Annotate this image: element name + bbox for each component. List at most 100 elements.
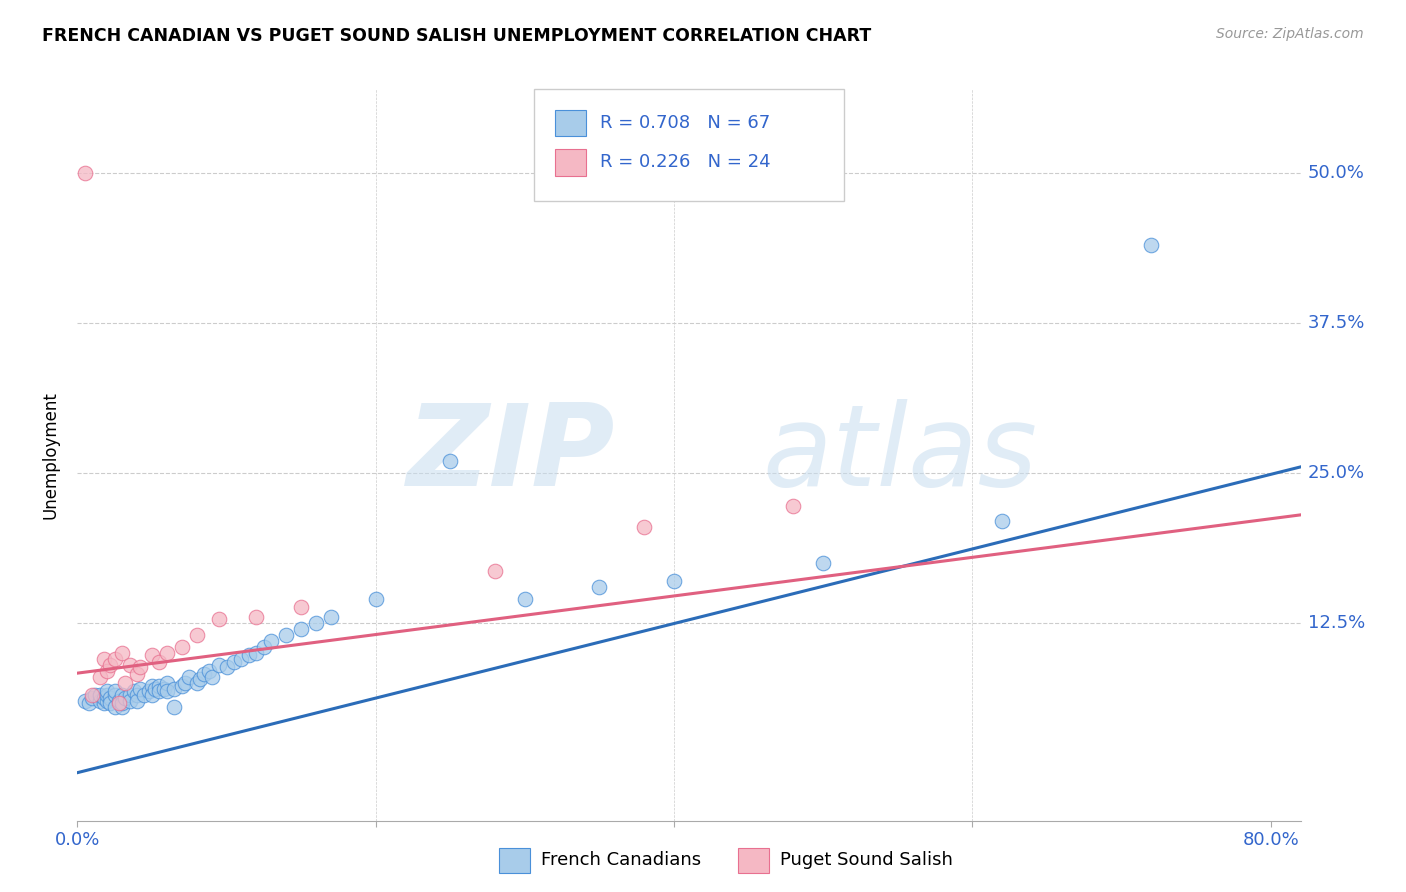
Point [125, 667, 148, 681]
Point [134, 688, 156, 702]
Point [93, 652, 115, 666]
Point [96, 684, 118, 698]
Text: atlas: atlas [762, 400, 1038, 510]
Point [108, 694, 131, 708]
Point [108, 696, 131, 710]
Point [811, 556, 834, 570]
Point [114, 675, 136, 690]
Point [633, 520, 655, 534]
Point [96, 688, 118, 702]
Point [163, 681, 186, 696]
Point [141, 648, 163, 662]
Point [305, 615, 328, 630]
Point [364, 591, 387, 606]
Point [197, 664, 219, 678]
Point [104, 688, 127, 702]
Text: 25.0%: 25.0% [1308, 464, 1365, 482]
Point [170, 679, 193, 693]
Point [1140, 238, 1163, 252]
Y-axis label: Unemployment: Unemployment [41, 391, 59, 519]
Point [782, 500, 804, 514]
Point [141, 679, 163, 693]
Point [96, 694, 118, 708]
Point [163, 699, 186, 714]
Point [484, 564, 506, 578]
Point [662, 574, 685, 588]
Point [125, 688, 148, 702]
Point [82, 688, 104, 702]
Point [111, 699, 134, 714]
Point [93, 696, 115, 710]
Point [118, 688, 141, 702]
Point [114, 691, 136, 706]
Point [89, 688, 111, 702]
Point [222, 656, 245, 670]
Point [513, 591, 536, 606]
Point [193, 667, 215, 681]
Point [104, 699, 127, 714]
Point [77, 696, 100, 710]
Text: 50.0%: 50.0% [1308, 164, 1364, 182]
Text: French Canadians: French Canadians [541, 851, 702, 869]
Point [290, 622, 312, 636]
Point [89, 694, 111, 708]
Point [118, 657, 141, 672]
Point [138, 684, 160, 698]
Point [173, 675, 195, 690]
Point [179, 670, 201, 684]
Point [98, 691, 121, 706]
Point [111, 696, 134, 710]
Text: 12.5%: 12.5% [1308, 614, 1365, 632]
Point [104, 684, 127, 698]
Text: Source: ZipAtlas.com: Source: ZipAtlas.com [1216, 27, 1364, 41]
Point [129, 681, 152, 696]
Point [111, 688, 134, 702]
Point [290, 600, 312, 615]
Point [118, 694, 141, 708]
Point [991, 514, 1014, 528]
Point [186, 675, 208, 690]
Point [170, 640, 193, 654]
Point [439, 454, 461, 468]
Point [153, 681, 176, 696]
Text: ZIP: ZIP [408, 400, 616, 510]
Point [129, 660, 152, 674]
Text: R = 0.226   N = 24: R = 0.226 N = 24 [600, 153, 770, 171]
Point [238, 648, 260, 662]
Point [148, 679, 170, 693]
Point [104, 652, 127, 666]
Point [73, 166, 96, 180]
Point [215, 660, 238, 674]
Point [111, 646, 134, 660]
Point [253, 640, 276, 654]
Text: Puget Sound Salish: Puget Sound Salish [780, 851, 953, 869]
Point [208, 612, 231, 626]
Point [260, 633, 283, 648]
Point [89, 670, 111, 684]
Text: FRENCH CANADIAN VS PUGET SOUND SALISH UNEMPLOYMENT CORRELATION CHART: FRENCH CANADIAN VS PUGET SOUND SALISH UN… [42, 27, 872, 45]
Point [231, 652, 253, 666]
Point [186, 628, 208, 642]
Text: 37.5%: 37.5% [1308, 314, 1365, 332]
Point [96, 664, 118, 678]
Point [143, 681, 166, 696]
Point [245, 609, 267, 624]
Point [200, 670, 222, 684]
Point [245, 646, 267, 660]
Point [188, 672, 211, 686]
Point [84, 688, 107, 702]
Point [148, 684, 170, 698]
Point [82, 691, 104, 706]
Point [588, 580, 610, 594]
Point [125, 694, 148, 708]
Point [208, 657, 231, 672]
Point [156, 684, 179, 698]
Point [93, 691, 115, 706]
Point [122, 684, 145, 698]
Point [156, 675, 179, 690]
Point [141, 688, 163, 702]
Point [98, 657, 121, 672]
Point [148, 656, 170, 670]
Text: R = 0.708   N = 67: R = 0.708 N = 67 [600, 114, 770, 132]
Point [156, 646, 179, 660]
